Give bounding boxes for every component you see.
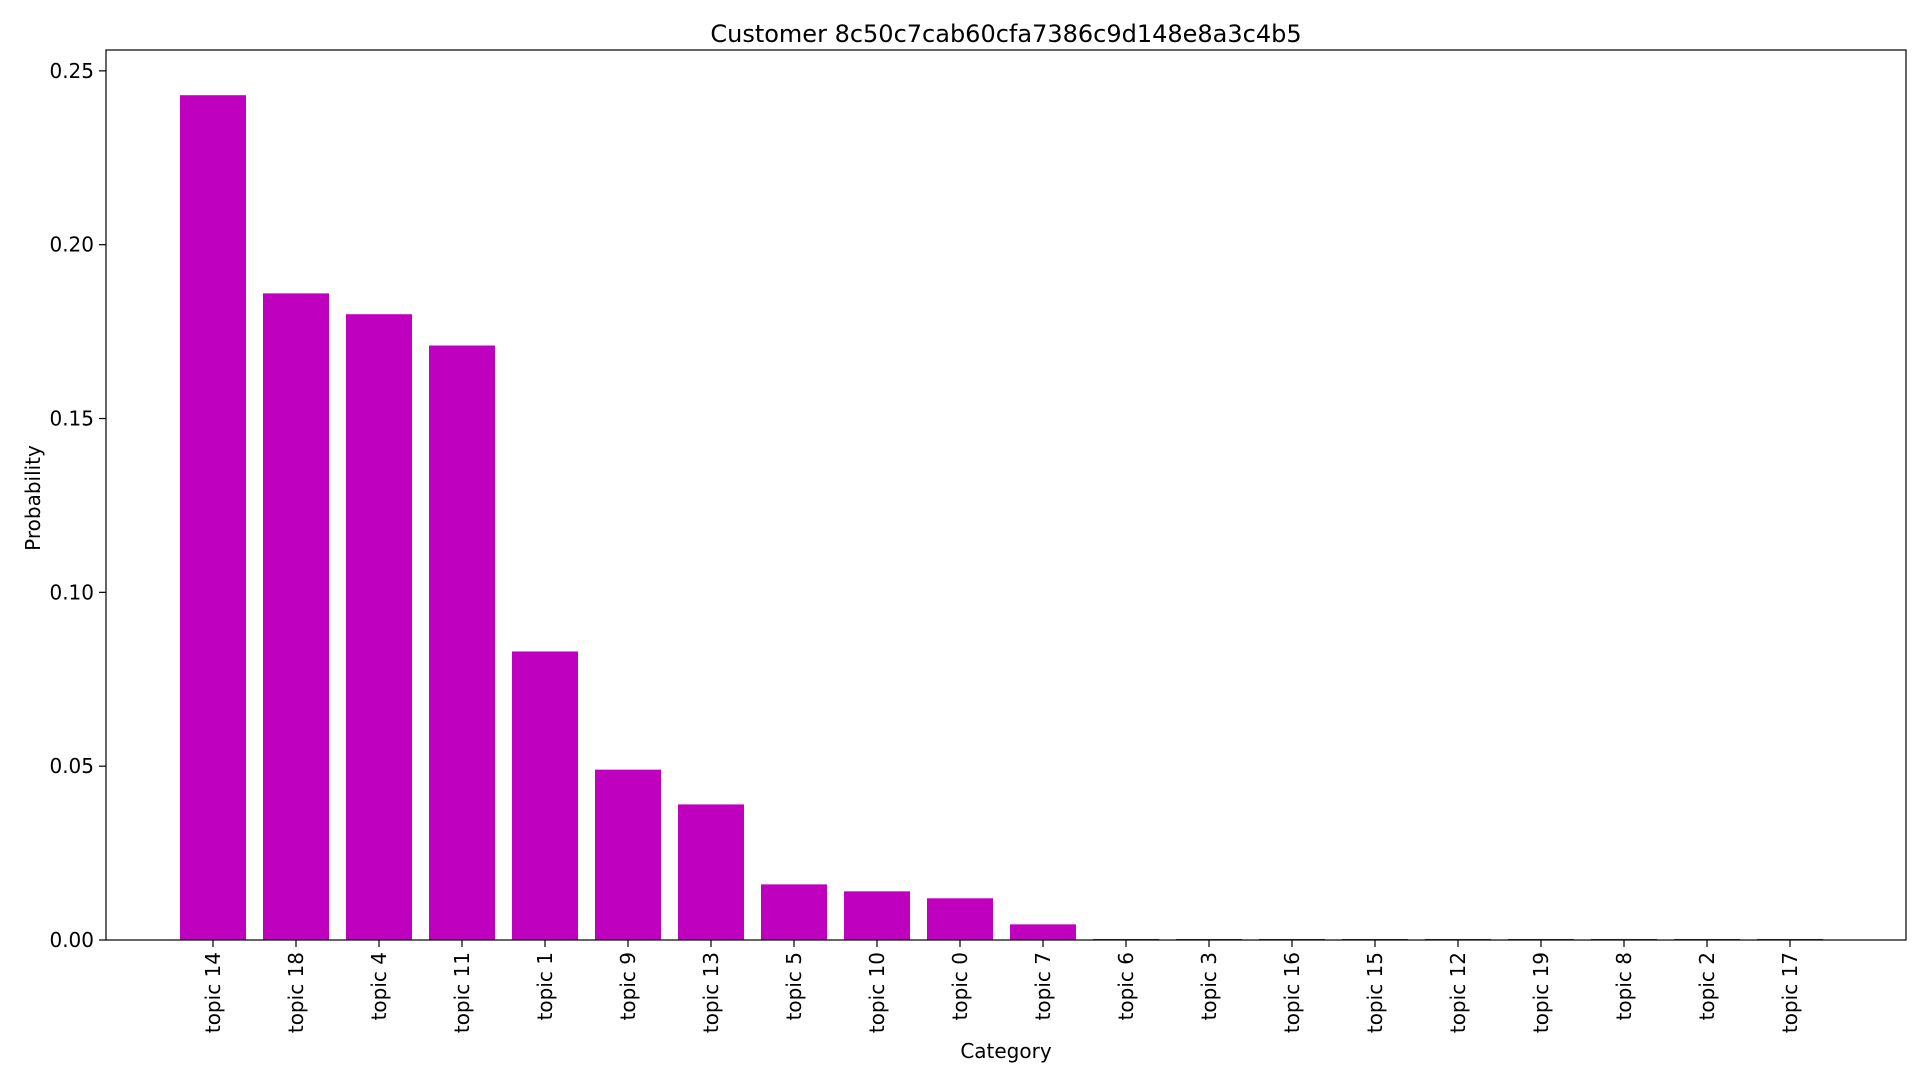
- y-tick-label: 0.10: [49, 580, 94, 604]
- x-tick-label: topic 6: [1114, 952, 1138, 1020]
- bar-topic-7: [1010, 924, 1076, 940]
- y-tick-label: 0.05: [49, 754, 94, 778]
- x-tick-label: topic 2: [1695, 952, 1719, 1020]
- x-tick-label: topic 19: [1529, 952, 1553, 1033]
- y-tick-label: 0.20: [49, 233, 94, 257]
- x-tick-label: topic 0: [948, 952, 972, 1020]
- y-tick-label: 0.25: [49, 59, 94, 83]
- bar-topic-4: [346, 314, 412, 940]
- x-tick-label: topic 1: [533, 952, 557, 1020]
- y-axis-label: Probability: [21, 445, 45, 551]
- x-tick-label: topic 5: [782, 952, 806, 1020]
- x-tick-label: topic 7: [1031, 952, 1055, 1020]
- x-tick-label: topic 8: [1612, 952, 1636, 1020]
- x-tick-label: topic 12: [1446, 952, 1470, 1033]
- bars-group: [180, 95, 1823, 940]
- bar-topic-18: [263, 293, 329, 940]
- x-tick-label: topic 11: [450, 952, 474, 1033]
- plot-frame: [105, 49, 1907, 941]
- bar-topic-9: [595, 769, 661, 940]
- y-tick-label: 0.00: [49, 928, 94, 952]
- x-tick-label: topic 18: [284, 952, 308, 1033]
- x-tick-label: topic 10: [865, 952, 889, 1033]
- bar-topic-1: [512, 651, 578, 940]
- chart-title: Customer 8c50c7cab60cfa7386c9d148e8a3c4b…: [710, 20, 1301, 48]
- x-tick-label: topic 3: [1197, 952, 1221, 1020]
- x-tick-label: topic 16: [1280, 952, 1304, 1033]
- bar-topic-10: [844, 891, 910, 940]
- bar-topic-13: [678, 804, 744, 940]
- y-tick-label: 0.15: [49, 407, 94, 431]
- x-tick-label: topic 15: [1363, 952, 1387, 1033]
- bar-topic-5: [761, 884, 827, 940]
- x-axis-label: Category: [960, 1039, 1052, 1063]
- bar-topic-11: [429, 345, 495, 940]
- x-tick-label: topic 17: [1778, 952, 1802, 1033]
- x-tick-label: topic 13: [699, 952, 723, 1033]
- x-axis-ticks: topic 14 topic 18 topic 4 topic 11 topic 1 to…: [201, 940, 1802, 1033]
- bar-topic-14: [180, 95, 246, 940]
- x-tick-label: topic 4: [367, 952, 391, 1020]
- bar-topic-0: [927, 898, 993, 940]
- x-tick-label: topic 9: [616, 952, 640, 1020]
- x-tick-label: topic 14: [201, 952, 225, 1033]
- y-axis-ticks: 0.00 0.05 0.10 0.15 0.20 0.25: [49, 59, 106, 952]
